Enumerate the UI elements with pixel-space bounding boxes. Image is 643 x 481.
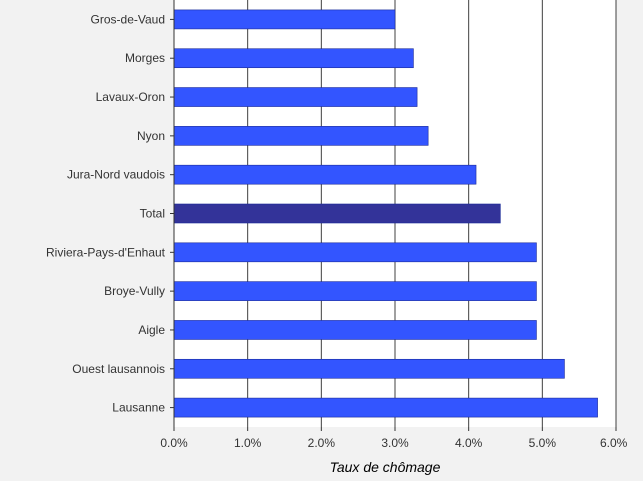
bar (173, 87, 418, 107)
x-tick-label: 5.0% (529, 436, 557, 450)
bar (173, 9, 396, 30)
x-tick-label: 1.0% (234, 436, 262, 450)
category-label: Total (140, 207, 165, 221)
x-tick-labels: 0.0% 1.0% 2.0% 3.0% 4.0% 5.0% 6.0% (160, 427, 628, 450)
category-labels: Gros-de-Vaud Morges Lavaux-Oron Nyon Jura-No… (46, 12, 174, 415)
category-label: Gros-de-Vaud (91, 12, 165, 26)
category-label: Jura-Nord vaudois (67, 168, 165, 182)
bar (173, 358, 565, 379)
category-label: Broye-Vully (104, 284, 165, 298)
category-label: Lausanne (112, 401, 165, 415)
category-label: Morges (125, 51, 165, 65)
category-label: Aigle (138, 323, 165, 337)
bar (173, 164, 477, 185)
category-label: Riviera-Pays-d'Enhaut (46, 245, 166, 259)
x-tick-label: 4.0% (455, 436, 483, 450)
bar (173, 126, 429, 146)
category-label: Nyon (137, 129, 165, 143)
x-tick-label: 2.0% (308, 436, 336, 450)
category-label: Lavaux-Oron (96, 90, 165, 104)
x-tick-label: 6.0% (600, 436, 628, 450)
x-tick-label: 3.0% (381, 436, 409, 450)
bar (173, 48, 414, 69)
x-axis-label: Taux de chômage (330, 459, 441, 475)
bar (173, 397, 598, 418)
bar (173, 242, 537, 263)
bar (173, 203, 501, 224)
x-tick-label: 0.0% (160, 436, 188, 450)
category-label: Ouest lausannois (72, 362, 165, 376)
bar (173, 320, 537, 340)
bar (173, 281, 537, 301)
